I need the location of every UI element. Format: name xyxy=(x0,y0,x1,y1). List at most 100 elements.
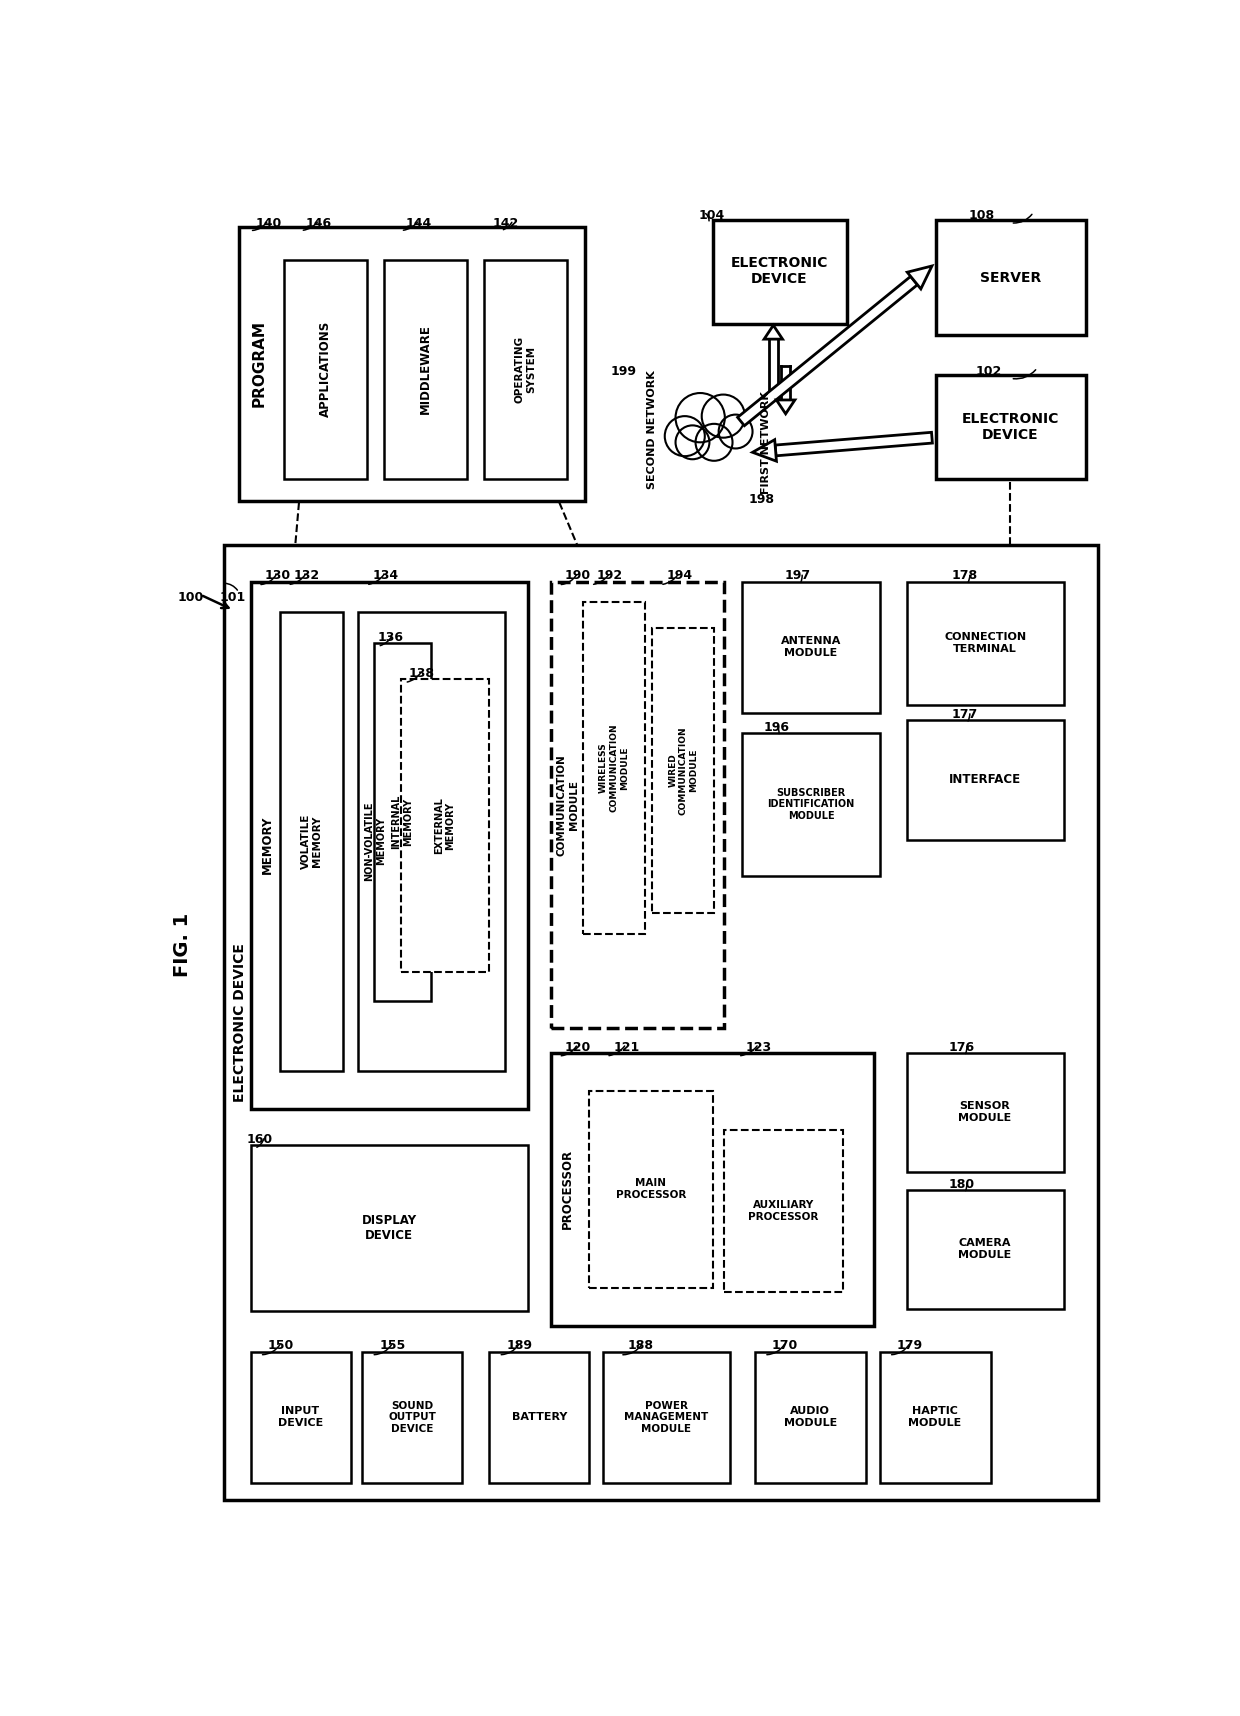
Bar xyxy=(936,376,1086,479)
Text: AUDIO
MODULE: AUDIO MODULE xyxy=(784,1407,837,1428)
Text: CONNECTION
TERMINAL: CONNECTION TERMINAL xyxy=(944,633,1027,654)
Text: 134: 134 xyxy=(372,570,398,582)
Bar xyxy=(484,259,567,479)
Text: NON-VOLATILE
MEMORY: NON-VOLATILE MEMORY xyxy=(365,801,386,880)
Text: 142: 142 xyxy=(494,216,520,230)
Circle shape xyxy=(665,417,704,456)
Text: 176: 176 xyxy=(949,1040,975,1054)
Polygon shape xyxy=(764,326,782,340)
Bar xyxy=(250,1145,528,1311)
Bar xyxy=(239,228,585,501)
Polygon shape xyxy=(775,432,932,456)
Text: 121: 121 xyxy=(614,1040,640,1054)
Text: 189: 189 xyxy=(506,1340,532,1352)
Bar xyxy=(401,680,490,971)
Text: 104: 104 xyxy=(698,209,725,221)
Text: 188: 188 xyxy=(627,1340,653,1352)
Bar xyxy=(223,544,1097,1500)
Bar xyxy=(383,259,467,479)
Bar xyxy=(284,259,367,479)
Text: WIRED
COMMUNICATION
MODULE: WIRED COMMUNICATION MODULE xyxy=(668,726,698,815)
Text: 132: 132 xyxy=(294,570,320,582)
Text: BATTERY: BATTERY xyxy=(512,1412,567,1423)
Bar xyxy=(583,602,645,934)
Text: 198: 198 xyxy=(749,492,775,506)
Bar xyxy=(742,582,880,712)
Text: AUXILIARY
PROCESSOR: AUXILIARY PROCESSOR xyxy=(748,1199,818,1222)
Text: INTERFACE: INTERFACE xyxy=(949,774,1022,786)
Text: 130: 130 xyxy=(264,570,290,582)
Text: 194: 194 xyxy=(666,570,692,582)
Text: 199: 199 xyxy=(610,366,636,378)
Text: 180: 180 xyxy=(949,1177,975,1191)
Bar xyxy=(906,582,1064,705)
Text: 170: 170 xyxy=(771,1340,799,1352)
Text: SENSOR
MODULE: SENSOR MODULE xyxy=(959,1102,1012,1122)
Text: FIRST NETWORK: FIRST NETWORK xyxy=(761,391,771,494)
Text: OPERATING
SYSTEM: OPERATING SYSTEM xyxy=(515,336,536,403)
Text: 160: 160 xyxy=(247,1133,273,1146)
Text: 155: 155 xyxy=(379,1340,405,1352)
Bar xyxy=(906,1189,1064,1309)
Bar xyxy=(879,1352,991,1483)
Text: 192: 192 xyxy=(596,570,624,582)
Bar xyxy=(589,1091,713,1287)
Text: VOLATILE
MEMORY: VOLATILE MEMORY xyxy=(300,813,322,868)
Text: CAMERA
MODULE: CAMERA MODULE xyxy=(959,1239,1012,1260)
Text: 123: 123 xyxy=(745,1040,771,1054)
Text: ELECTRONIC DEVICE: ELECTRONIC DEVICE xyxy=(233,942,248,1102)
Text: FIG. 1: FIG. 1 xyxy=(174,913,192,976)
Text: 196: 196 xyxy=(764,721,790,734)
Text: EXTERNAL
MEMORY: EXTERNAL MEMORY xyxy=(434,798,455,855)
Text: PROGRAM: PROGRAM xyxy=(252,321,267,407)
Bar xyxy=(250,1352,351,1483)
Text: ELECTRONIC
DEVICE: ELECTRONIC DEVICE xyxy=(962,412,1059,443)
Text: 144: 144 xyxy=(405,216,432,230)
Circle shape xyxy=(676,426,709,460)
Circle shape xyxy=(702,395,745,438)
Text: MEMORY: MEMORY xyxy=(260,815,274,873)
Circle shape xyxy=(719,415,753,448)
Text: 100: 100 xyxy=(177,590,203,604)
Bar xyxy=(490,1352,589,1483)
Bar xyxy=(755,1352,867,1483)
Text: INPUT
DEVICE: INPUT DEVICE xyxy=(278,1407,324,1428)
Text: WIRELESS
COMMUNICATION
MODULE: WIRELESS COMMUNICATION MODULE xyxy=(599,724,629,812)
Bar xyxy=(906,721,1064,839)
Text: SECOND NETWORK: SECOND NETWORK xyxy=(647,371,657,489)
Text: 178: 178 xyxy=(951,570,977,582)
Polygon shape xyxy=(776,400,795,414)
Bar xyxy=(652,628,714,913)
Text: 108: 108 xyxy=(968,209,994,221)
Bar xyxy=(551,582,724,1028)
Bar xyxy=(362,1352,463,1483)
Text: 138: 138 xyxy=(408,668,434,680)
Bar xyxy=(936,220,1086,335)
Text: 177: 177 xyxy=(951,709,977,721)
Text: 179: 179 xyxy=(897,1340,923,1352)
Bar xyxy=(250,582,528,1109)
Polygon shape xyxy=(753,439,776,462)
Text: ELECTRONIC
DEVICE: ELECTRONIC DEVICE xyxy=(730,256,828,287)
Bar xyxy=(280,613,343,1071)
Text: POWER
MANAGEMENT
MODULE: POWER MANAGEMENT MODULE xyxy=(624,1400,708,1435)
Text: 197: 197 xyxy=(784,570,810,582)
Text: SUBSCRIBER
IDENTIFICATION
MODULE: SUBSCRIBER IDENTIFICATION MODULE xyxy=(768,788,854,820)
Text: 150: 150 xyxy=(268,1340,294,1352)
Text: 146: 146 xyxy=(305,216,331,230)
Bar xyxy=(603,1352,730,1483)
Bar xyxy=(742,733,880,875)
Bar xyxy=(713,220,847,324)
Text: APPLICATIONS: APPLICATIONS xyxy=(319,321,331,417)
Text: MAIN
PROCESSOR: MAIN PROCESSOR xyxy=(616,1179,686,1199)
Text: 102: 102 xyxy=(976,364,1002,378)
Text: HAPTIC
MODULE: HAPTIC MODULE xyxy=(909,1407,962,1428)
Text: MIDDLEWARE: MIDDLEWARE xyxy=(419,324,432,414)
Bar xyxy=(906,1054,1064,1172)
Text: PROCESSOR: PROCESSOR xyxy=(562,1150,574,1229)
Text: 120: 120 xyxy=(564,1040,591,1054)
Text: COMMUNICATION
MODULE: COMMUNICATION MODULE xyxy=(557,753,579,856)
Polygon shape xyxy=(738,276,918,426)
Bar xyxy=(358,613,505,1071)
Circle shape xyxy=(696,424,733,462)
